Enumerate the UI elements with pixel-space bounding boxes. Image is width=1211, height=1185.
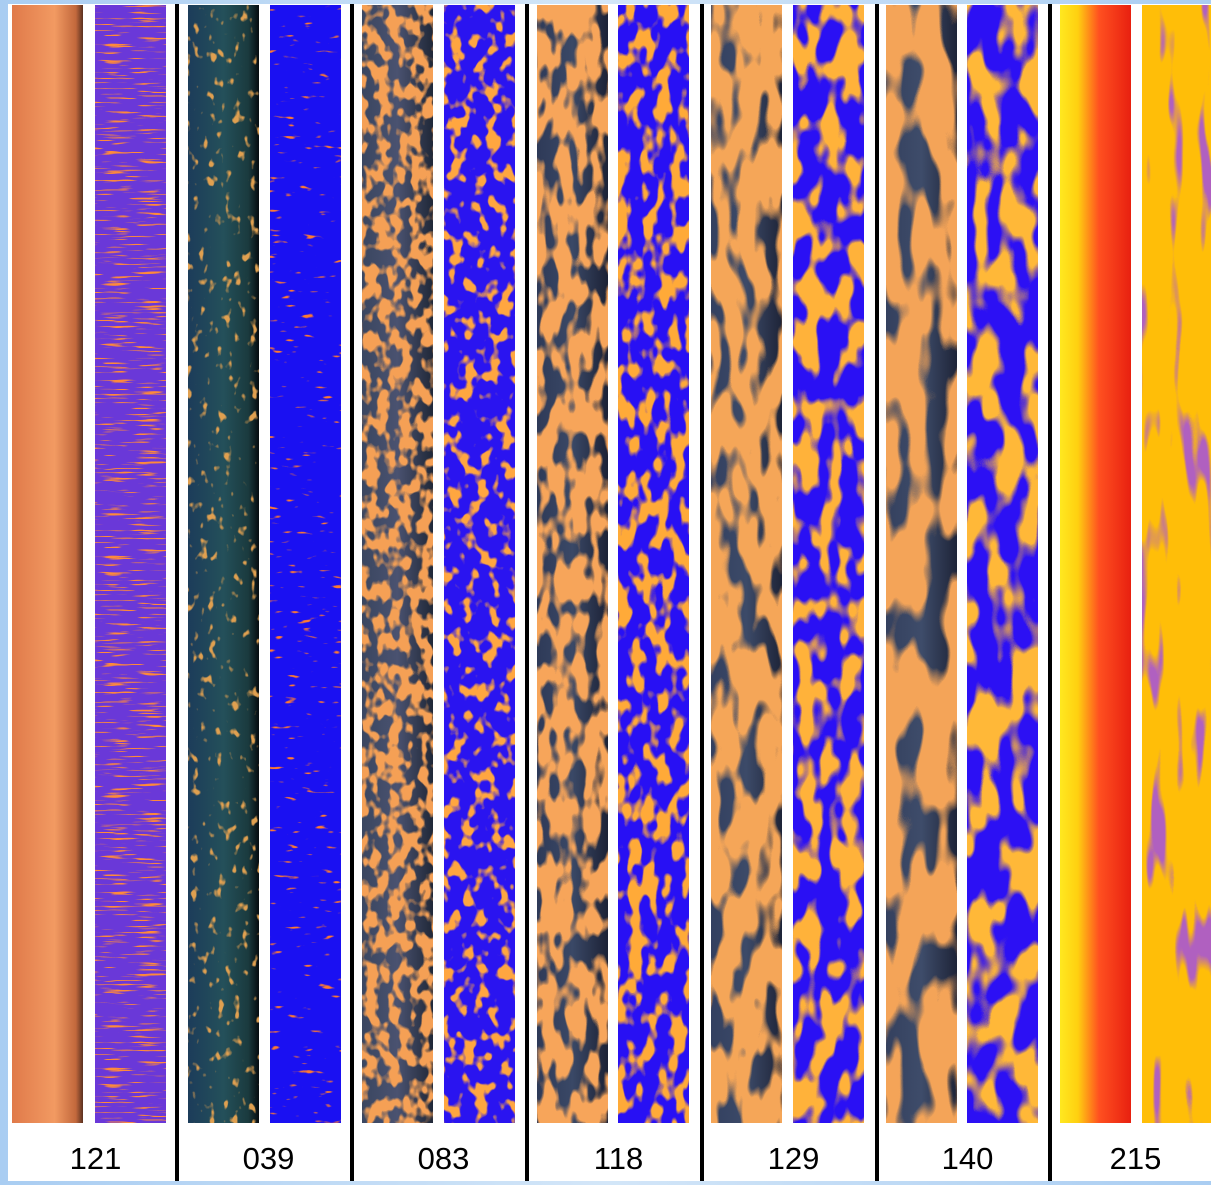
image-texture [188,5,259,1123]
panel: 129 [711,5,864,1176]
panel-label: 140 [942,1141,994,1176]
panel-label: 129 [768,1141,820,1176]
map-texture [444,5,515,1123]
panel: 083 [362,5,515,1176]
map-texture [618,5,689,1123]
panel-label: 083 [418,1141,470,1176]
panel-label: 118 [594,1141,643,1176]
separator [1048,4,1052,1181]
separator [700,4,704,1181]
panel-label: 121 [70,1141,122,1176]
map-texture [270,5,341,1123]
map-texture [967,5,1038,1123]
separator [525,4,529,1181]
image-texture [537,5,608,1123]
separator [175,4,179,1181]
map-texture [95,5,166,1123]
image-strip [1060,5,1131,1123]
panel: 215 [1060,5,1211,1176]
image-strip [12,5,83,1123]
map-texture [793,5,864,1123]
panel-label: 215 [1110,1141,1162,1176]
image-texture [711,5,782,1123]
separator [875,4,879,1181]
panel: 121 [12,5,166,1176]
separator [350,4,354,1181]
panel-label: 039 [243,1141,295,1176]
panel: 118 [537,5,689,1176]
panel: 039 [188,5,341,1176]
image-texture [362,5,433,1123]
map-texture [1142,5,1211,1123]
panel: 140 [886,5,1038,1176]
image-texture [886,5,957,1123]
